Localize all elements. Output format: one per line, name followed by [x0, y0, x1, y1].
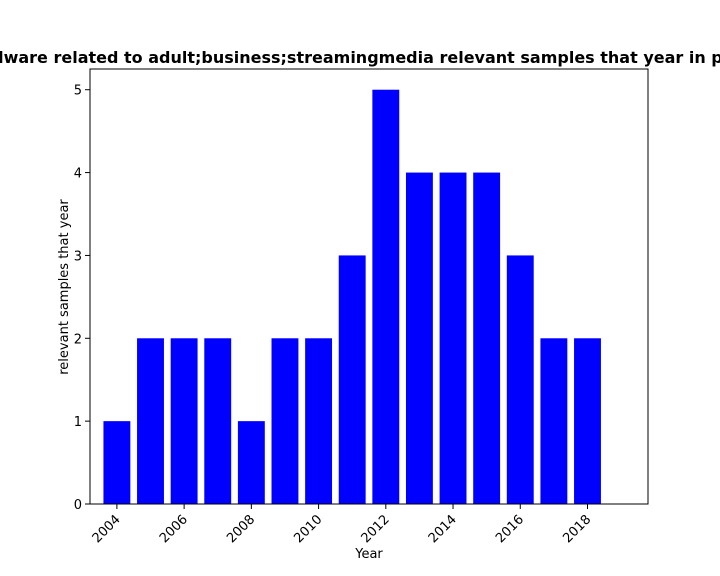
bar-2008 — [237, 421, 265, 504]
bar-2013 — [405, 172, 433, 505]
x-tick-label: 2012 — [359, 512, 393, 546]
bar-2009 — [271, 338, 299, 504]
x-tick-label: 2008 — [224, 512, 258, 546]
y-tick-label: 2 — [74, 332, 82, 347]
x-tick-label: 2004 — [90, 512, 124, 546]
y-tick-label: 0 — [74, 498, 82, 513]
bar-2017 — [540, 338, 568, 504]
x-tick-label: 2006 — [157, 512, 191, 546]
x-tick-label: 2018 — [560, 512, 594, 546]
y-tick-label: 1 — [74, 415, 82, 430]
bar-2005 — [137, 338, 164, 504]
x-tick-label: 2010 — [291, 512, 325, 546]
y-tick-label: 3 — [74, 249, 82, 264]
x-axis-ticks: 2004 2006 2008 2010 2012 2014 2016 2018 — [90, 504, 594, 546]
bar-2012 — [372, 89, 400, 504]
bar-2011 — [338, 255, 366, 504]
bar-2006 — [170, 338, 198, 504]
y-tick-label: 5 — [74, 84, 82, 99]
bars-group — [103, 89, 601, 505]
x-tick-label: 2016 — [493, 512, 527, 546]
y-axis-ticks: 0 1 2 3 4 5 — [74, 84, 90, 513]
x-tick-label: 2014 — [426, 512, 460, 546]
y-axis-label: relevant samples that year — [57, 199, 72, 375]
chart-title: Number of malware related to adult;busin… — [0, 48, 720, 67]
bar-2004 — [103, 421, 131, 504]
bar-2015 — [473, 172, 501, 505]
bar-2014 — [439, 172, 467, 505]
bar-2007 — [204, 338, 232, 504]
bar-2016 — [506, 255, 534, 504]
plot-frame — [89, 68, 649, 505]
y-tick-label: 4 — [74, 167, 82, 182]
x-axis-label: Year — [354, 547, 383, 562]
bar-2018 — [574, 338, 601, 504]
bar-2010 — [305, 338, 333, 504]
